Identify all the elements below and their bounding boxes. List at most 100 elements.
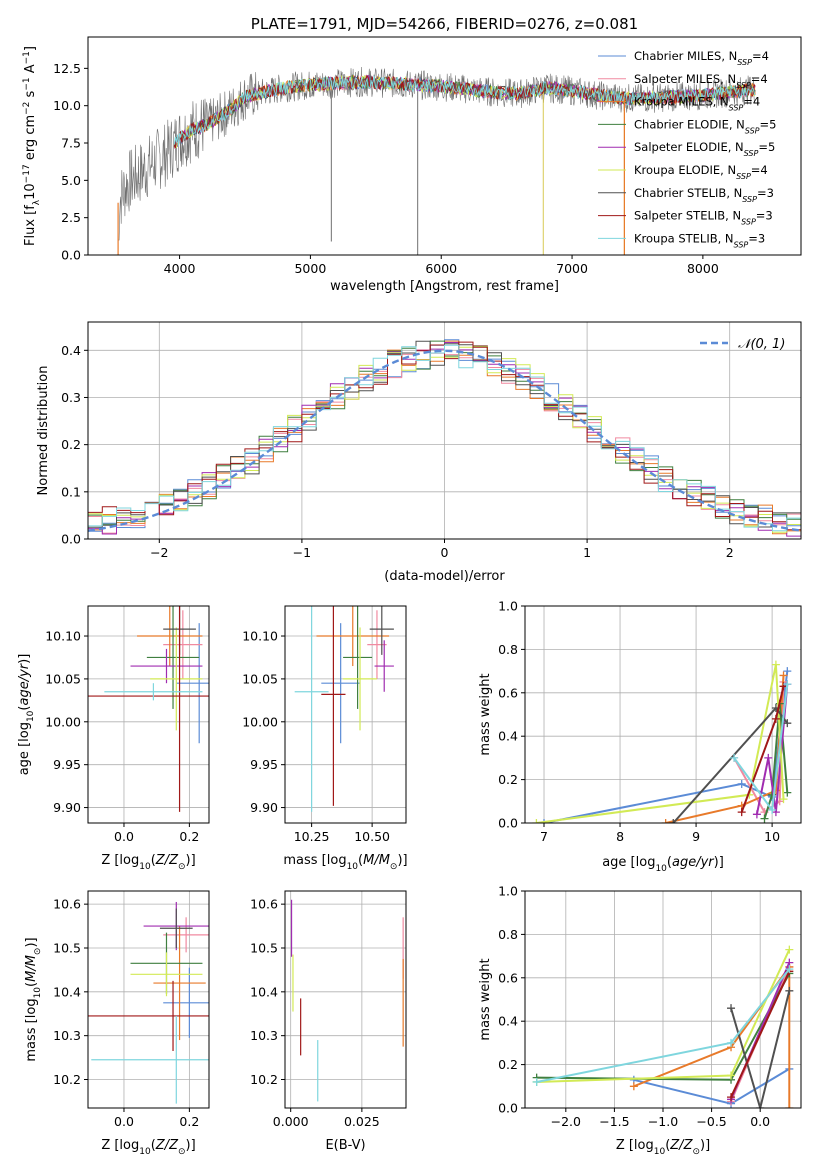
legend-label-chabrier_elodie: Chabrier ELODIE, NSSP=5 — [634, 117, 776, 135]
y-tick-label: 7.5 — [61, 136, 81, 151]
age-vs-mass-panel: 10.25 10.50 9.90 9.95 10.00 10.05 10.10 mass [l… — [242, 605, 408, 872]
y-axis-label: mass weight — [478, 673, 493, 755]
plot-area — [88, 606, 209, 812]
x-axis-label: Z [log10(Z/Z⊙)] — [101, 1138, 195, 1157]
x-tick-label: 0.0 — [750, 1114, 770, 1129]
plot-area — [88, 901, 209, 1104]
x-tick-label: 7000 — [556, 261, 588, 276]
x-tick-label: −1.0 — [648, 1114, 678, 1129]
y-tick-label: 12.5 — [53, 61, 81, 76]
weight-marker-kroupa_stelib — [727, 1038, 736, 1047]
y-tick-label: 9.95 — [250, 757, 278, 772]
x-tick-label: 5000 — [294, 261, 326, 276]
x-tick-label: 1 — [583, 545, 591, 560]
weight-marker-kroupa_elodie — [727, 1071, 736, 1080]
weight-line-salpeter_stelib — [730, 970, 791, 1098]
y-axis-label: Normed distribution — [36, 366, 51, 496]
plot-area — [290, 899, 404, 1102]
weight-marker-salpeter_stelib — [737, 808, 746, 817]
y-tick-label: 0.2 — [498, 772, 518, 787]
weight-marker-chabrier_miles — [737, 779, 746, 788]
weight-marker-kroupa_miles — [629, 1082, 638, 1091]
x-tick-label: 8000 — [687, 261, 719, 276]
y-tick-label: 10.4 — [53, 984, 81, 999]
mass-vs-metallicity-panel: 0.0 0.2 10.2 10.3 10.4 10.5 10.6 Z [log10(Z/Z⊙)… — [24, 890, 210, 1157]
x-axis-label: mass [log10(M/M⊙)] — [283, 853, 407, 872]
legend-label-chabrier_stelib: Chabrier STELIB, NSSP=3 — [634, 186, 774, 204]
y-tick-label: 10.5 — [53, 940, 81, 955]
y-axis-label: mass [log10(M/M⊙)] — [24, 937, 43, 1061]
weight-marker-kroupa_miles — [785, 1104, 794, 1108]
weight-line-chabrier_miles — [543, 670, 789, 823]
weight-marker-salpeter_elodie — [764, 753, 773, 762]
plot-area — [117, 66, 756, 255]
x-tick-label: 10 — [764, 829, 780, 844]
y-tick-label: 0.0 — [61, 248, 81, 263]
y-tick-label: 9.90 — [53, 800, 81, 815]
y-tick-label: 9.90 — [250, 800, 278, 815]
y-tick-label: 5.0 — [61, 173, 81, 188]
axes-frame — [87, 890, 210, 1109]
x-tick-label: 4000 — [164, 261, 196, 276]
weight-marker-kroupa_miles — [779, 671, 788, 680]
weight-line-chabrier_stelib — [730, 990, 791, 1108]
histogram-salpeter_stelib — [88, 341, 801, 539]
legend-label-salpeter_stelib: Salpeter STELIB, NSSP=3 — [634, 209, 773, 227]
y-tick-label: 0.0 — [61, 532, 81, 547]
histogram-salpeter_miles — [88, 345, 801, 539]
x-tick-label: 10.50 — [354, 829, 390, 844]
weight-marker-kroupa_stelib — [730, 753, 739, 762]
y-tick-label: 0.4 — [498, 729, 518, 744]
axes-frame — [87, 605, 210, 824]
axes-frame — [284, 890, 407, 1109]
y-tick-label: 0.3 — [61, 390, 81, 405]
y-tick-label: 10.2 — [250, 1072, 278, 1087]
y-tick-label: 1.0 — [498, 599, 518, 614]
y-tick-label: 10.3 — [53, 1028, 81, 1043]
legend: Chabrier MILES, NSSP=4 Salpeter MILES, NS… — [598, 49, 776, 249]
x-tick-label: −2 — [150, 545, 168, 560]
y-tick-label: 0.6 — [498, 685, 518, 700]
y-tick-label: 2.5 — [61, 210, 81, 225]
spectrum-panel: 4000 5000 6000 7000 8000 0.0 2.5 5.0 7.5 10.0 12.5… — [22, 15, 802, 294]
y-tick-label: 1.0 — [498, 884, 518, 899]
legend-label-chabrier_miles: Chabrier MILES, NSSP=4 — [634, 49, 769, 67]
axes-frame — [284, 605, 407, 824]
weight-line-chabrier_elodie — [763, 703, 789, 820]
weight-marker-kroupa_elodie — [771, 660, 780, 669]
y-tick-label: 0.6 — [498, 970, 518, 985]
weight-marker-kroupa_stelib — [785, 965, 794, 974]
legend-label-salpeter_miles: Salpeter MILES, NSSP=4 — [634, 72, 768, 90]
y-tick-label: 0.4 — [61, 343, 81, 358]
model-spectrum-kroupa_stelib — [173, 75, 756, 147]
y-tick-label: 10.10 — [242, 629, 278, 644]
x-tick-label: 2 — [726, 545, 734, 560]
y-axis-label: age [log10(age/yr)] — [17, 654, 36, 776]
x-axis-label: (data-model)/error — [384, 569, 505, 584]
legend-label-kroupa_elodie: Kroupa ELODIE, NSSP=4 — [634, 163, 768, 181]
x-tick-label: −2.0 — [551, 1114, 581, 1129]
observed-spectrum-line — [118, 66, 756, 241]
histogram-kroupa_stelib — [88, 344, 801, 539]
weight-marker-kroupa_stelib — [783, 680, 792, 689]
normal-reference-curve — [88, 349, 801, 532]
y-tick-label: 0.0 — [498, 816, 518, 831]
weight-marker-salpeter_stelib — [727, 1093, 736, 1102]
weight-vs-metallicity-panel: −2.0 −1.5 −1.0 −0.5 0.0 0.0 0.2 0.4 0.6 0.8 1.0 Z [… — [478, 884, 802, 1157]
plot-area — [88, 339, 801, 539]
weight-marker-kroupa_miles — [661, 819, 670, 823]
weight-marker-salpeter_elodie — [752, 810, 761, 819]
weight-marker-chabrier_stelib — [785, 986, 794, 995]
x-axis-label: Z [log10(Z/Z⊙)] — [101, 853, 195, 872]
x-tick-label: 7 — [540, 829, 548, 844]
chart-title: PLATE=1791, MJD=54266, FIBERID=0276, z=0… — [251, 15, 638, 33]
plot-area — [532, 945, 794, 1108]
x-tick-label: 0.0 — [114, 829, 134, 844]
y-tick-label: 0.8 — [498, 927, 518, 942]
y-tick-label: 10.3 — [250, 1028, 278, 1043]
weight-marker-chabrier_stelib — [727, 1004, 736, 1013]
x-tick-label: 0.025 — [344, 1114, 380, 1129]
legend-label-kroupa_stelib: Kroupa STELIB, NSSP=3 — [634, 231, 765, 249]
weight-marker-chabrier_stelib — [756, 1104, 765, 1108]
weight-marker-chabrier_elodie — [760, 814, 769, 823]
